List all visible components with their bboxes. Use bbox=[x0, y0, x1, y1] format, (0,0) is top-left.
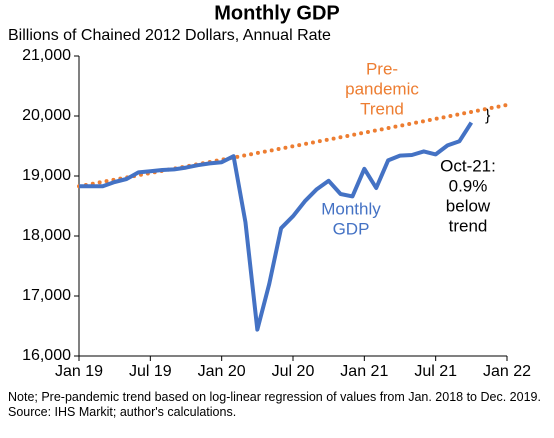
annotation: Pre- bbox=[366, 59, 398, 78]
series-line bbox=[77, 102, 509, 189]
annotation: trend bbox=[449, 216, 488, 235]
annotation: 0.9% bbox=[449, 176, 488, 195]
x-tick-label: Jan 22 bbox=[483, 363, 531, 380]
x-tick-label: Jul 19 bbox=[129, 363, 172, 380]
y-tick-label: 21,000 bbox=[22, 47, 71, 64]
chart: Monthly GDP Billions of Chained 2012 Dol… bbox=[8, 2, 531, 380]
note: Source: IHS Markit; author's calculation… bbox=[8, 405, 237, 419]
chart-title: Monthly GDP bbox=[214, 2, 340, 24]
y-tick-label: 18,000 bbox=[22, 227, 71, 244]
bracket: } bbox=[485, 107, 491, 124]
y-tick-label: 16,000 bbox=[22, 347, 71, 364]
x-tick-label: Jan 21 bbox=[340, 363, 388, 380]
annotation: pandemic bbox=[345, 79, 419, 98]
annotation: below bbox=[446, 196, 491, 215]
chart-subtitle: Billions of Chained 2012 Dollars, Annual… bbox=[8, 27, 331, 44]
note: Note; Pre-pandemic trend based on log-li… bbox=[8, 390, 541, 404]
annotation: Oct-21: bbox=[440, 156, 496, 175]
notes: Note; Pre-pandemic trend based on log-li… bbox=[8, 390, 548, 420]
annotation: Monthly bbox=[321, 199, 381, 218]
x-tick-label: Jul 20 bbox=[272, 363, 315, 380]
y-tick-label: 17,000 bbox=[22, 287, 71, 304]
annotation: GDP bbox=[333, 219, 370, 238]
x-tick-label: Jan 20 bbox=[198, 363, 246, 380]
x-tick-label: Jul 21 bbox=[414, 363, 457, 380]
y-tick-label: 19,000 bbox=[22, 167, 71, 184]
y-tick-label: 20,000 bbox=[22, 107, 71, 124]
x-tick-label: Jan 19 bbox=[55, 363, 103, 380]
series-line bbox=[79, 121, 474, 332]
annotation: Trend bbox=[360, 99, 404, 118]
